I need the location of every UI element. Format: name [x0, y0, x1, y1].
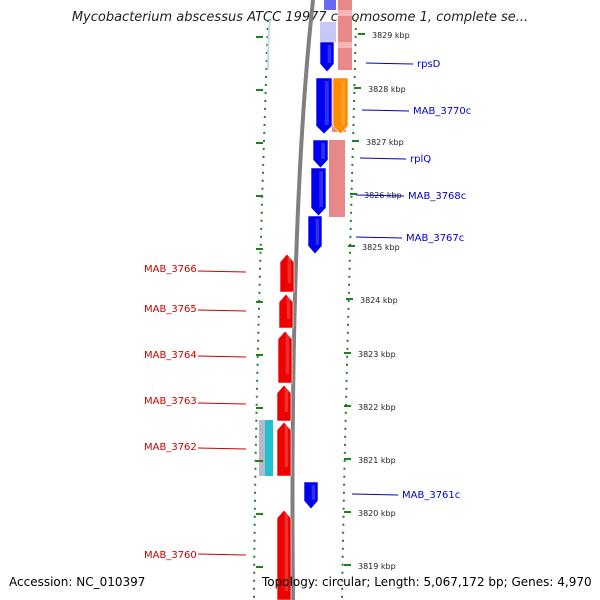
- accession-text: Accession: NC_010397: [9, 575, 146, 589]
- forward-gene-leader: [197, 355, 247, 358]
- ruler-tick-label: 3823 kbp: [358, 350, 396, 359]
- reverse-gene-arrow[interactable]: [312, 139, 329, 169]
- gene-track: [276, 41, 349, 600]
- gene-shade: [311, 485, 316, 500]
- gene-shade: [327, 45, 332, 63]
- reverse-strand-top-block: [324, 0, 336, 10]
- forward-gene-leader: [197, 309, 247, 312]
- reverse-gene-arrow[interactable]: [319, 41, 335, 73]
- reverse-gene-leader: [365, 62, 414, 65]
- gene-shade: [315, 219, 320, 245]
- gene-shade: [324, 81, 329, 125]
- forward-gene-label[interactable]: MAB_3766: [144, 264, 197, 275]
- reverse-gene-label[interactable]: rpsD: [417, 59, 441, 70]
- gene-shade: [319, 171, 323, 207]
- gene-shade: [284, 388, 289, 412]
- map-title: Mycobacterium abscessus ATCC 19977 chrom…: [71, 10, 529, 25]
- gene-labels: MAB_3766 MAB_3765 MAB_3764 MAB_3763 MAB_3762…: [144, 59, 471, 561]
- gene-shade: [284, 513, 289, 591]
- reverse-gene-arrow[interactable]: [307, 215, 323, 255]
- highlighted-gene[interactable]: [332, 77, 349, 135]
- forward-gene-leader: [197, 270, 247, 273]
- ruler-tick-label: 3822 kbp: [358, 403, 396, 412]
- forward-gene-leader: [197, 553, 247, 556]
- rna-track-band: [338, 10, 352, 16]
- gene-shade: [286, 297, 291, 319]
- forward-gene-label[interactable]: MAB_3765: [144, 304, 197, 315]
- misc-feature-grey: [259, 420, 267, 476]
- forward-gene-arrow[interactable]: [276, 509, 292, 600]
- forward-gene-arrow[interactable]: [276, 421, 292, 477]
- reverse-strand-top-band: [320, 22, 336, 42]
- reverse-gene-leader: [355, 236, 403, 239]
- reverse-gene-label[interactable]: MAB_3768c: [408, 191, 466, 202]
- gene-shade: [321, 143, 325, 159]
- outer-dotted-track: [253, 19, 269, 600]
- reverse-gene-leader: [361, 109, 410, 112]
- ruler-tick-label: 3821 kbp: [358, 456, 396, 465]
- rna-track: [329, 140, 345, 217]
- inner-dotted-track: [341, 19, 357, 600]
- rna-track: [338, 0, 352, 70]
- forward-gene-leader: [197, 402, 247, 405]
- ruler-tick-label: 3827 kbp: [366, 138, 404, 147]
- reverse-gene-arrow[interactable]: [303, 481, 319, 510]
- rna-track-band: [338, 42, 352, 48]
- ruler-tick-label: 3820 kbp: [358, 509, 396, 518]
- forward-gene-label[interactable]: MAB_3764: [144, 350, 197, 361]
- forward-gene-arrow[interactable]: [279, 253, 295, 293]
- forward-gene-label[interactable]: MAB_3760: [144, 550, 197, 561]
- reverse-gene-label[interactable]: MAB_3770c: [413, 106, 471, 117]
- gene-shade: [285, 334, 290, 374]
- reverse-gene-label[interactable]: rplQ: [410, 154, 431, 165]
- forward-gene-arrow[interactable]: [278, 293, 294, 329]
- gene-shade: [341, 81, 345, 125]
- reverse-gene-leader: [351, 493, 399, 496]
- forward-gene-leader: [197, 447, 247, 450]
- ruler-tick-label: 3828 kbp: [368, 85, 406, 94]
- reverse-gene-label[interactable]: MAB_3761c: [402, 490, 460, 501]
- reference-line: [267, 19, 271, 71]
- ruler-tick-label: 3829 kbp: [372, 31, 410, 40]
- misc-feature-cyan: [265, 420, 273, 476]
- reverse-gene-leader: [355, 194, 405, 197]
- reverse-gene-arrow[interactable]: [315, 77, 333, 135]
- forward-gene-label[interactable]: MAB_3762: [144, 442, 197, 453]
- topology-text: Topology: circular; Length: 5,067,172 bp…: [262, 575, 592, 589]
- forward-gene-label[interactable]: MAB_3763: [144, 396, 197, 407]
- gene-shade: [287, 257, 292, 283]
- reverse-gene-arrow[interactable]: [310, 167, 327, 217]
- reverse-gene-leader: [359, 157, 407, 160]
- ruler-tick-label: 3824 kbp: [360, 296, 398, 305]
- reverse-gene-label[interactable]: MAB_3767c: [406, 233, 464, 244]
- ruler-tick-label: 3825 kbp: [362, 243, 400, 252]
- forward-gene-arrow[interactable]: [276, 384, 292, 422]
- ruler-tick-label: 3819 kbp: [358, 562, 396, 571]
- gene-shade: [284, 425, 289, 467]
- genome-backbone: [290, 0, 315, 600]
- forward-gene-arrow[interactable]: [277, 330, 293, 384]
